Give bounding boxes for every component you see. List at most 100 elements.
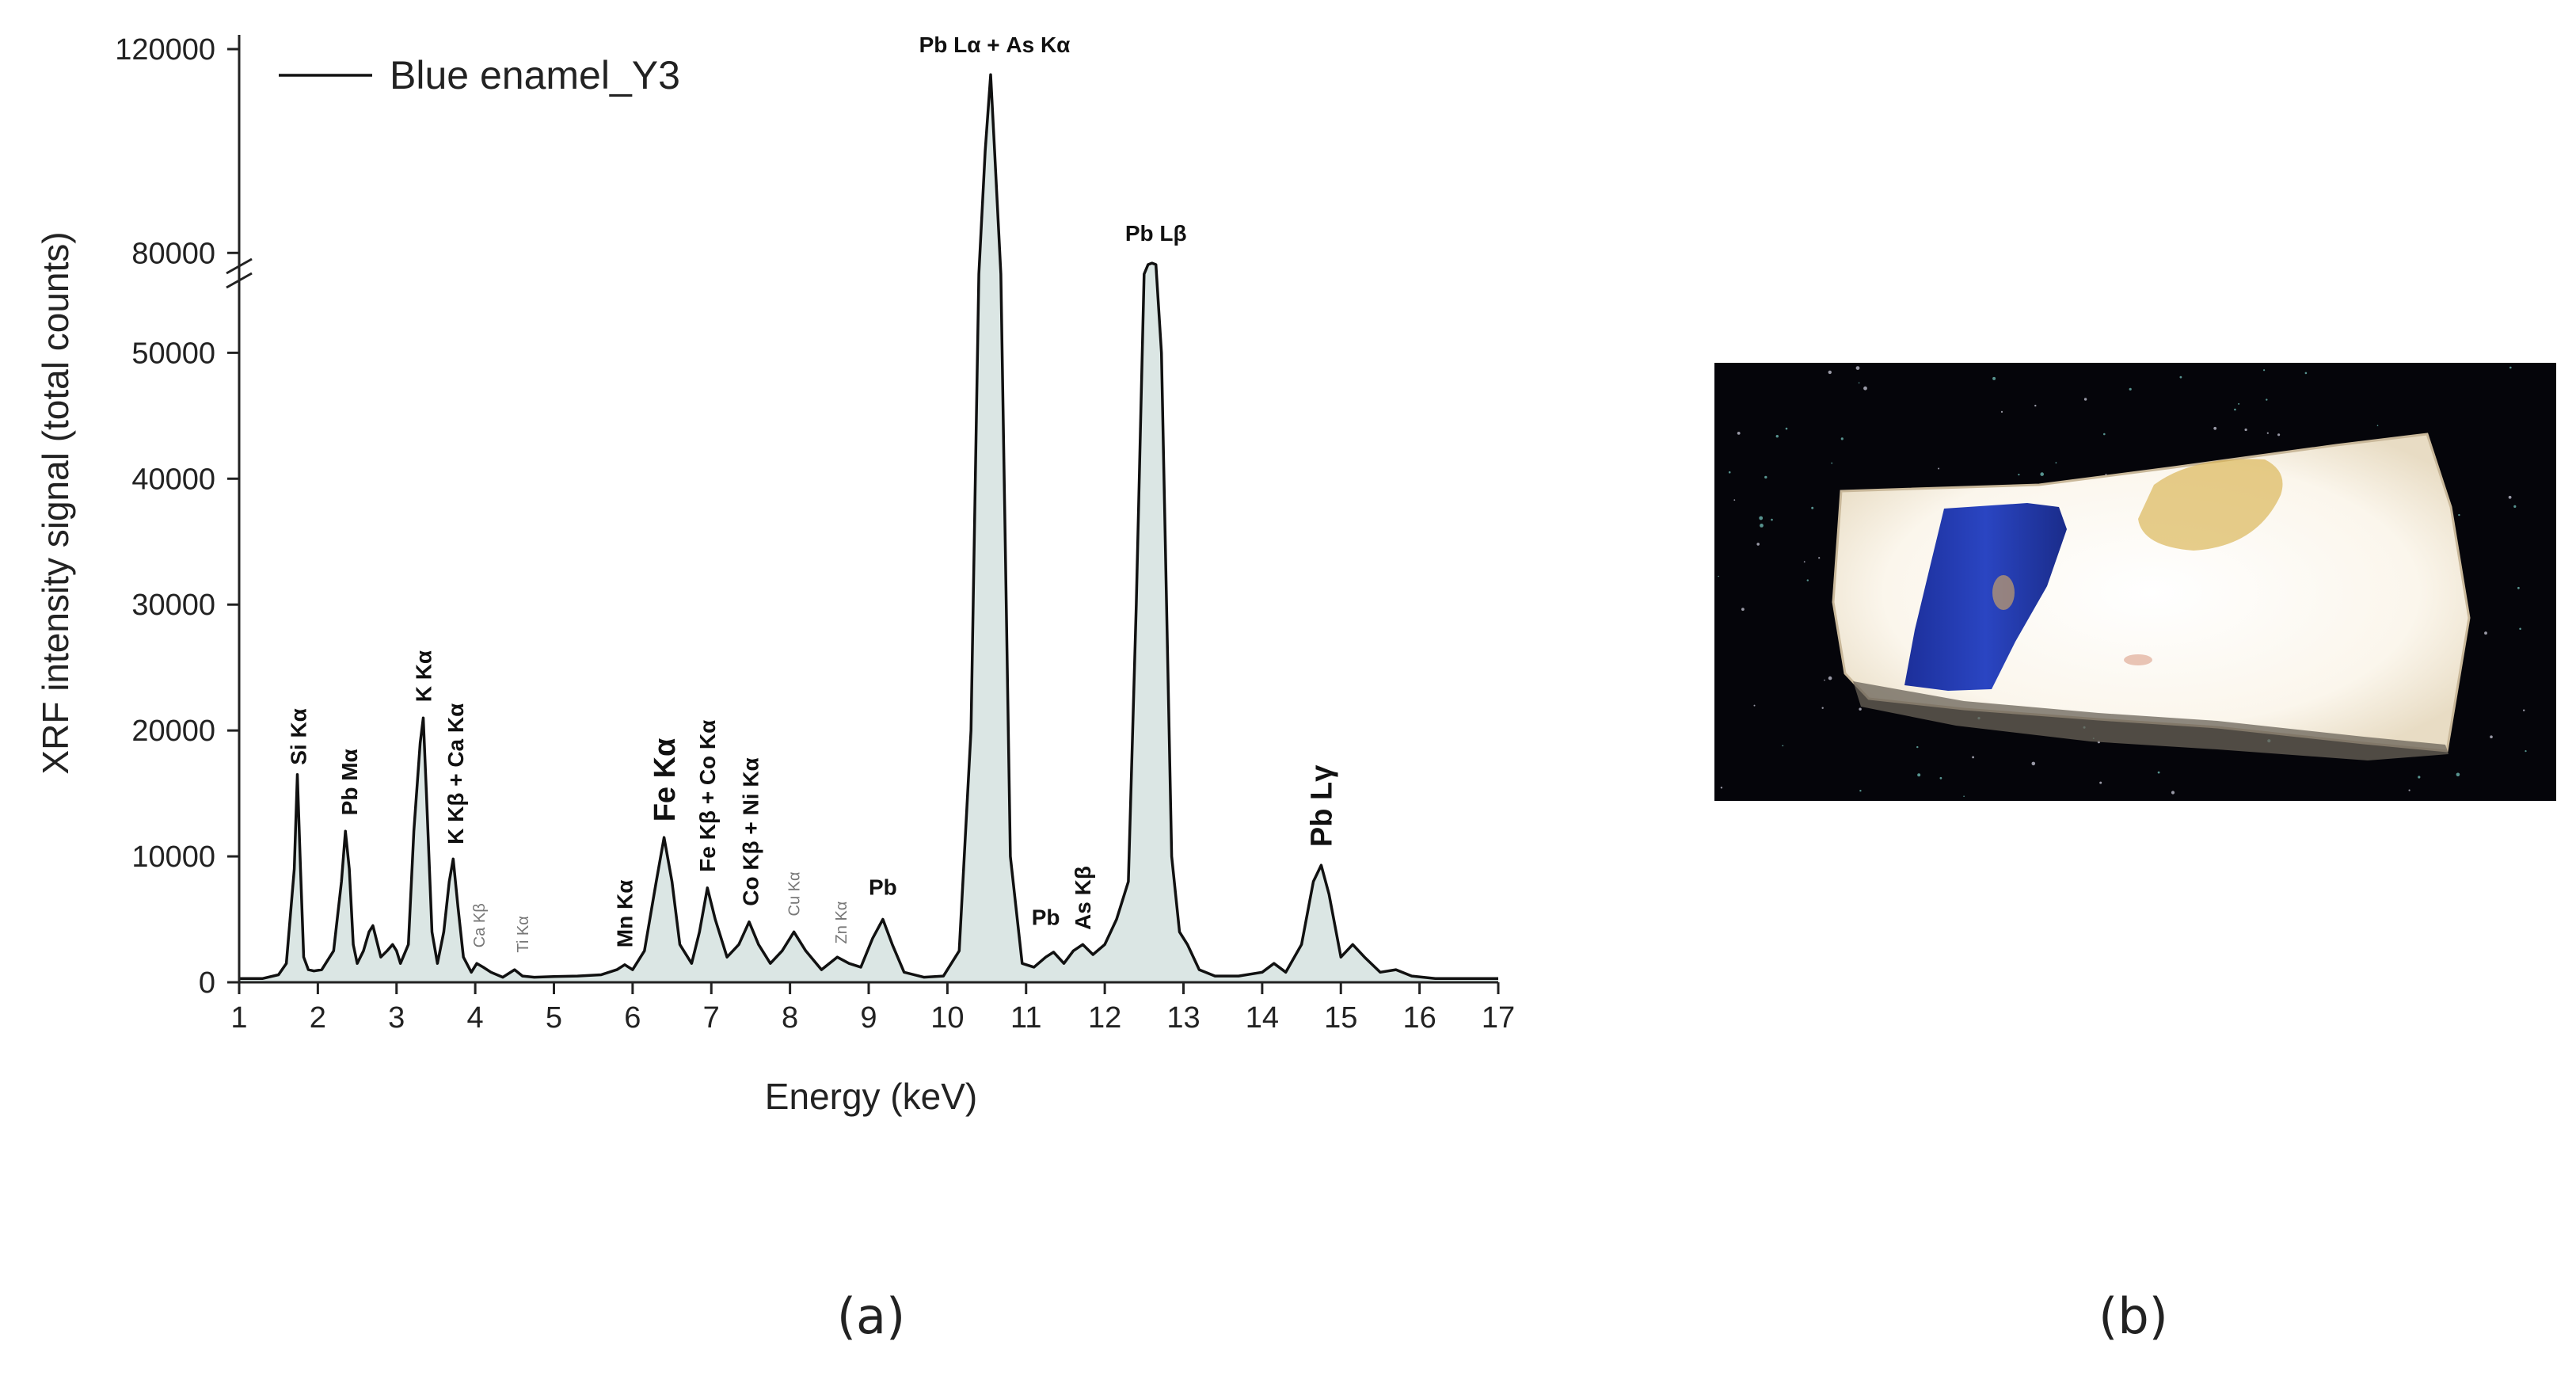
speckle: [2000, 410, 2003, 414]
speckle: [1782, 745, 1784, 747]
speckle: [1764, 475, 1767, 479]
pink-spot: [2124, 654, 2152, 665]
speckle: [1756, 543, 1760, 546]
axis-break-mark: [226, 257, 253, 275]
y-tick-label: 30000: [131, 589, 215, 622]
speckle: [1718, 575, 1719, 577]
legend-label: Blue enamel_Y3: [390, 53, 680, 97]
speckle: [1824, 679, 1825, 681]
peak-label: Ti Kα: [515, 916, 532, 952]
peak-label: Zn Kα: [833, 901, 850, 944]
tile-edge: [1853, 681, 2449, 760]
speckle: [1938, 467, 1940, 470]
speckle: [2266, 432, 2269, 434]
speckle: [2508, 495, 2512, 499]
peak-label: Pb Lγ: [1306, 765, 1339, 847]
speckle: [2179, 375, 2182, 379]
peak-label: Fe Kα: [649, 738, 682, 822]
blue-enamel-area: [1904, 503, 2067, 691]
speckle: [1806, 579, 1809, 581]
x-tick-label: 12: [1088, 1001, 1121, 1035]
x-tick-label: 11: [1010, 1001, 1041, 1035]
speckle: [2509, 366, 2512, 369]
axis-break-mark: [226, 272, 253, 289]
x-tick-label: 17: [1482, 1001, 1515, 1035]
y-tick-label: 40000: [131, 463, 215, 496]
speckle: [1828, 676, 1832, 680]
y-tick-label: 10000: [131, 840, 215, 874]
y-tick-label: 120000: [115, 33, 215, 67]
x-tick-label: 5: [546, 1001, 562, 1035]
x-tick-label: 9: [860, 1001, 877, 1035]
y-axis-title: XRF intensity signal (total counts): [35, 231, 76, 774]
speckle: [2456, 772, 2460, 777]
x-tick-label: 8: [782, 1001, 798, 1035]
speckle: [1963, 795, 1965, 797]
speckle: [2418, 776, 2421, 779]
speckle: [1917, 773, 1921, 777]
spectrum-plot-area: [239, 73, 1498, 983]
speckle: [1828, 370, 1832, 375]
speckle: [2234, 408, 2236, 411]
y-tick-label: 50000: [131, 337, 215, 370]
speckle: [1859, 790, 1862, 792]
speckle: [2083, 398, 2087, 401]
peak-label: Fe Kβ + Co Kα: [695, 720, 720, 872]
peak-label: Pb Lβ: [1125, 221, 1187, 246]
peak-label: K Kβ + Ca Kα: [443, 703, 468, 844]
x-tick-label: 7: [703, 1001, 720, 1035]
speckle: [1916, 745, 1919, 749]
speckle: [2519, 627, 2521, 631]
speckle: [1759, 516, 1764, 520]
speckle: [1811, 506, 1814, 509]
speckle: [2266, 398, 2268, 401]
speckle: [2525, 750, 2527, 753]
x-axis-title: Energy (keV): [765, 1076, 977, 1117]
speckle: [1775, 435, 1779, 438]
enamel-spot: [1992, 575, 2015, 610]
x-tick-label: 13: [1166, 1001, 1200, 1035]
peak-label: Pb Lα + As Kα: [919, 32, 1071, 57]
speckle: [1840, 437, 1844, 440]
speckle: [2458, 513, 2460, 516]
speckle: [2277, 433, 2281, 436]
x-tick-label: 16: [1402, 1001, 1436, 1035]
speckle: [2213, 426, 2217, 430]
speckle: [2034, 404, 2037, 407]
speckle: [2408, 789, 2410, 791]
speckle: [2238, 402, 2240, 405]
x-tick-label: 10: [930, 1001, 964, 1035]
speckle: [1831, 462, 1833, 464]
speckle: [2018, 474, 2020, 476]
peak-label: Co Kβ + Ni Kα: [739, 757, 763, 906]
xrf-spectrum-chart: 1 2 3 4 5 6 7 8 9 10 11 12 13 14 15 16 17010000200003000…: [35, 32, 1515, 1117]
speckle: [2523, 709, 2525, 711]
x-tick-label: 14: [1246, 1001, 1279, 1035]
peak-label: Pb: [1032, 905, 1060, 930]
speckle: [1855, 366, 1860, 370]
y-tick-label: 0: [199, 966, 215, 1000]
x-tick-label: 15: [1324, 1001, 1357, 1035]
peak-label: Si Kα: [286, 708, 310, 765]
speckle: [2304, 372, 2308, 375]
spectrum-line: [239, 73, 1498, 980]
speckle: [2376, 425, 2379, 426]
yellow-stain: [2138, 459, 2283, 551]
speckle: [2263, 369, 2266, 372]
speckle: [2244, 428, 2247, 432]
speckle: [1753, 704, 1756, 707]
peak-label: As Kβ: [1071, 866, 1095, 930]
speckle: [1803, 561, 1805, 563]
panel-a-label: (a): [837, 1287, 905, 1345]
peak-label: K Kα: [411, 650, 436, 702]
speckle: [1859, 707, 1862, 711]
speckle: [2129, 387, 2132, 391]
x-tick-label: 4: [467, 1001, 484, 1035]
speckle: [1939, 776, 1942, 779]
speckle: [1785, 427, 1788, 430]
x-tick-label: 2: [310, 1001, 326, 1035]
speckle: [1771, 518, 1773, 521]
x-tick-label: 1: [230, 1001, 247, 1035]
speckle: [2490, 735, 2493, 738]
